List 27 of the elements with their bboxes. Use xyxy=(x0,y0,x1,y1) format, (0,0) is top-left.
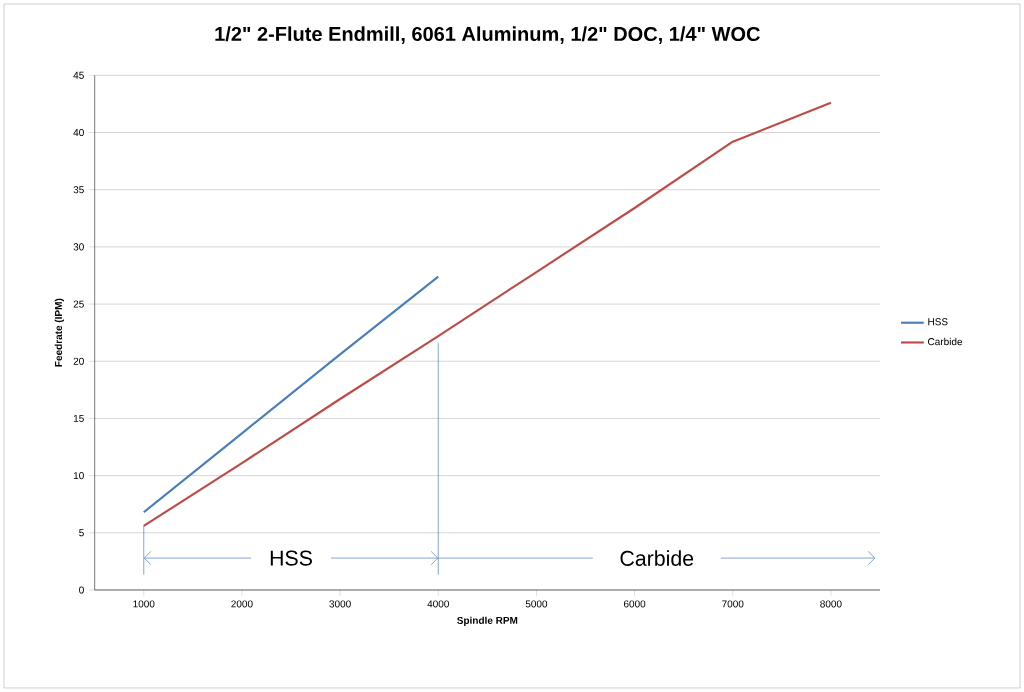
x-tick-label: 1000 xyxy=(133,600,155,608)
legend-label: Carbide xyxy=(928,337,963,346)
y-tick-label: 10 xyxy=(73,472,84,480)
y-tick-label: 0 xyxy=(79,586,84,594)
line-series xyxy=(142,101,832,528)
y-tick-label: 30 xyxy=(73,243,84,251)
y-axis-title: Feedrate (IPM) xyxy=(54,298,64,367)
legend-label: HSS xyxy=(928,318,948,326)
y-tick-label: 45 xyxy=(73,71,84,79)
y-tick-label: 35 xyxy=(73,186,84,194)
x-tick-label: 8000 xyxy=(820,600,842,608)
annotation: HSS xyxy=(270,550,312,566)
x-tick-label: 2000 xyxy=(231,600,253,608)
annotation: Carbide xyxy=(620,550,694,566)
x-tick-label: 7000 xyxy=(722,600,744,608)
y-tick-label: 25 xyxy=(73,300,84,308)
x-tick-label: 3000 xyxy=(329,600,351,608)
y-tick-label: 40 xyxy=(73,128,84,137)
x-tick-label: 5000 xyxy=(525,600,548,608)
y-tick-label: 15 xyxy=(73,414,84,422)
x-tick-label: 4000 xyxy=(427,600,449,608)
x-tick-label: 6000 xyxy=(623,600,646,608)
chart-title: 1/2" 2-Flute Endmill, 6061 Aluminum, 1/2" DOC, 1/4" WOC xyxy=(215,26,760,44)
y-tick-label: 20 xyxy=(73,357,84,365)
x-axis-title: Spindle RPM xyxy=(457,616,518,626)
line-series xyxy=(142,275,440,514)
y-tick-label: 5 xyxy=(79,529,84,537)
